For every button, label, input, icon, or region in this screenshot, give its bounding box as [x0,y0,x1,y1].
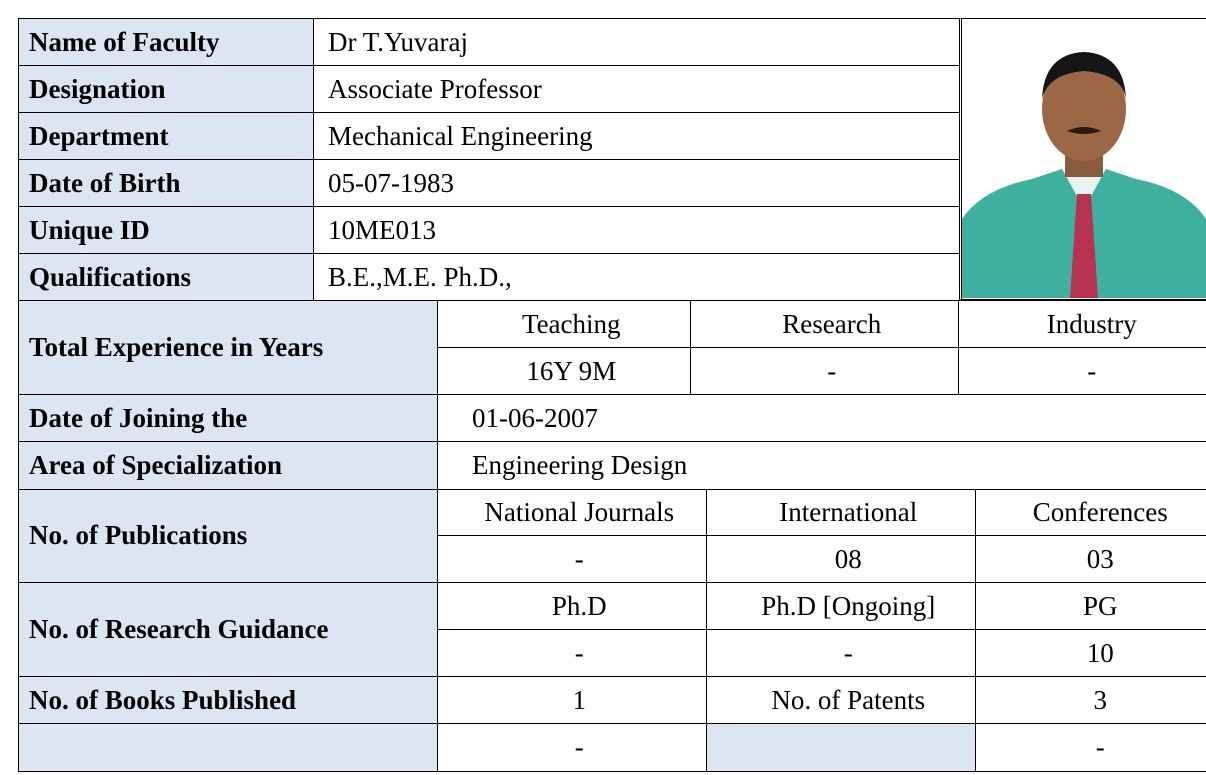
field-label: Unique ID [18,206,315,255]
column-header: PG [975,582,1206,631]
last-value: - [975,723,1206,772]
column-value: - [706,629,977,678]
section-value: Engineering Design [437,441,1206,490]
field-value: Mechanical Engineering [313,112,960,161]
column-value: 08 [706,535,977,584]
field-label: Qualifications [18,253,315,302]
field-label: Date of Birth [18,159,315,208]
field-value: Associate Professor [313,65,960,114]
field-value: B.E.,M.E. Ph.D., [313,253,960,302]
section-label: No. of Publications [18,488,439,584]
field-label: Department [18,112,315,161]
column-header: National Journals [437,488,708,537]
patents-label: No. of Patents [706,676,977,725]
last-value: - [437,723,708,772]
patents-value: 3 [975,676,1206,725]
column-header: Conferences [975,488,1206,537]
column-header: Industry [958,300,1206,349]
column-value: 03 [975,535,1206,584]
section-label: Total Experience in Years [18,300,439,396]
photo [958,18,1206,300]
empty-label [18,723,439,772]
field-label: Designation [18,65,315,114]
field-label: Name of Faculty [18,18,315,67]
section-label: Area of Specialization [18,441,439,490]
column-value: 16Y 9M [437,347,692,396]
column-header: Ph.D [Ongoing] [706,582,977,631]
column-header: International [706,488,977,537]
books-value: 1 [437,676,708,725]
column-value: - [958,347,1206,396]
field-value: 05-07-1983 [313,159,960,208]
empty-label [706,723,977,772]
column-value: - [437,629,708,678]
column-header: Teaching [437,300,692,349]
section-label: No. of Books Published [18,676,439,725]
photo-image [962,19,1206,298]
column-value: - [437,535,708,584]
section-value: 01-06-2007 [437,394,1206,443]
column-value: 10 [975,629,1206,678]
column-header: Research [690,300,960,349]
field-value: 10ME013 [313,206,960,255]
column-value: - [690,347,960,396]
section-label: No. of Research Guidance [18,582,439,678]
field-value: Dr T.Yuvaraj [313,18,960,67]
section-label: Date of Joining the [18,394,439,443]
column-header: Ph.D [437,582,708,631]
